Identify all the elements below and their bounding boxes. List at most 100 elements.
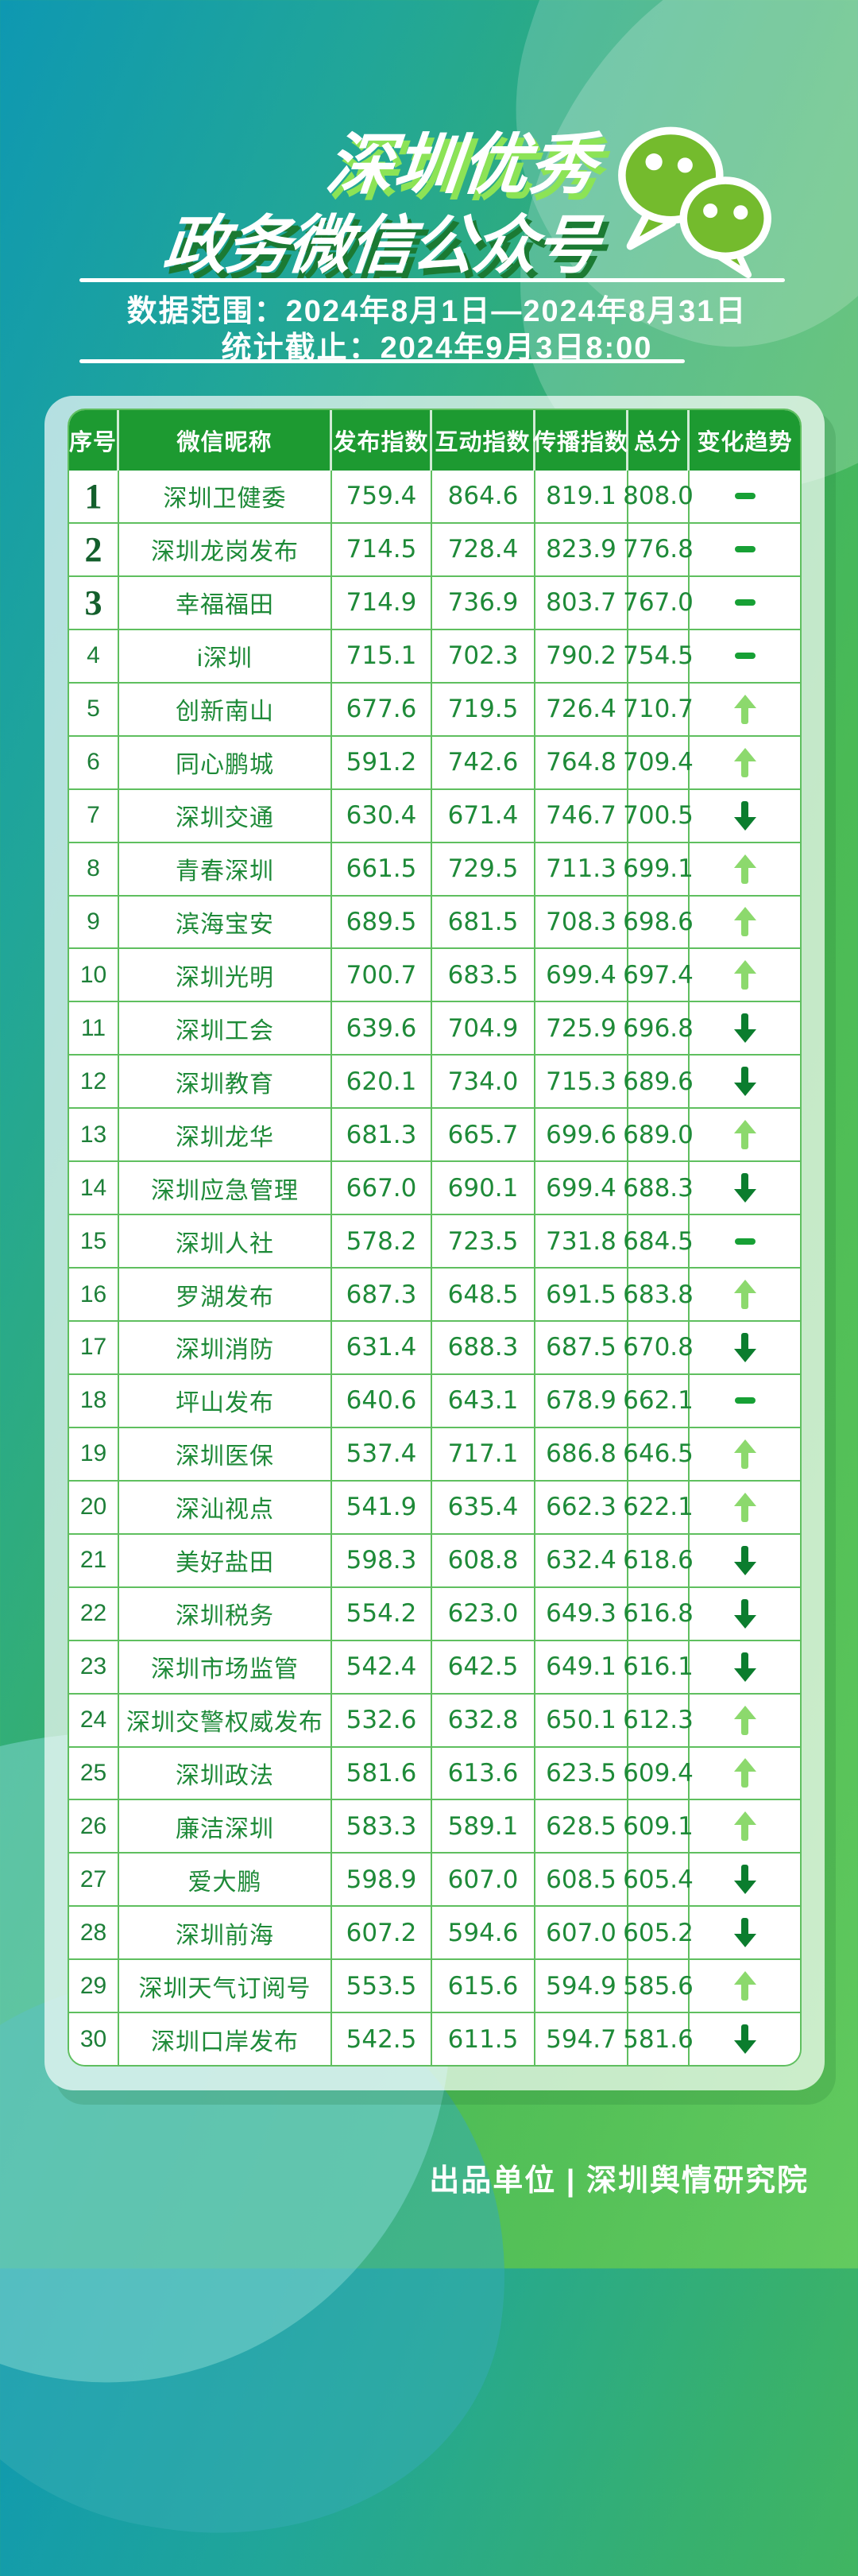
total-score-cell: 700.5 [623,789,694,842]
up-arrow-icon [733,1120,756,1150]
nickname-cell: 深圳税务 [119,1587,332,1640]
interact-index-cell: 632.8 [432,1694,535,1746]
spread-index-cell: 803.7 [535,576,628,629]
table-row: 27 爱大鹏 598.9 607.0 608.5 605.4 [69,1852,800,1906]
rank-cell: 26 [69,1800,119,1853]
dash-icon [734,1238,756,1245]
spread-index-cell: 708.3 [535,896,628,948]
nickname-cell: 深圳交通 [119,789,332,842]
rank-cell: 14 [69,1162,119,1214]
spread-index-cell: 687.5 [535,1322,628,1373]
column-header-trend: 变化趋势 [697,430,793,455]
total-score-cell: 605.2 [623,1907,694,1959]
publish-index-cell: 667.0 [332,1162,432,1214]
table-row: 4 i深圳 715.1 702.3 790.2 754.5 [69,628,800,682]
rank-cell: 19 [69,1427,119,1480]
total-score-cell: 585.6 [623,1960,694,2012]
spread-index-cell: 650.1 [535,1694,628,1746]
down-arrow-icon [733,2024,756,2055]
total-score-cell: 699.1 [623,843,694,895]
publish-index-cell: 714.9 [332,576,432,629]
producer-credit: 出品单位 | 深圳舆情研究院 [429,2164,809,2198]
total-score-cell: 605.4 [623,1854,694,1906]
nickname-cell: 幸福福田 [119,576,332,629]
interact-index-cell: 723.5 [432,1215,535,1268]
spread-index-cell: 628.5 [535,1800,628,1853]
column-header-publish: 发布指数 [332,410,432,471]
publish-index-cell: 581.6 [332,1747,432,1799]
nickname-cell: 深圳人社 [119,1215,332,1268]
trend-cell [690,1800,800,1852]
total-score-cell: 776.8 [623,523,694,575]
total-score-cell: 696.8 [623,1002,694,1055]
table-header-row: 序号 微信昵称 发布指数 互动指数 传播指数 总分 变化趋势 [69,410,800,471]
interact-index-cell: 864.6 [432,471,535,522]
trend-cell [690,1375,800,1427]
ranking-table: 序号 微信昵称 发布指数 互动指数 传播指数 总分 变化趋势 1 深圳卫健委 7… [68,409,802,2067]
interact-index-cell: 742.6 [432,736,535,788]
rank-cell: 4 [69,629,119,682]
interact-index-cell: 671.4 [432,789,535,842]
dash-icon [734,599,756,606]
total-score-cell: 689.6 [623,1056,694,1108]
trend-cell [690,471,800,522]
up-arrow-icon [733,1280,756,1310]
spread-index-cell: 699.6 [535,1109,628,1161]
interact-index-cell: 642.5 [432,1641,535,1693]
down-arrow-icon [733,800,756,831]
table-row: 10 深圳光明 700.7 683.5 699.4 697.4 [69,947,800,1001]
total-score-cell: 612.3 [623,1694,694,1746]
spread-index-cell: 649.3 [535,1587,628,1640]
wechat-bubbles-icon [618,126,771,278]
table-row: 19 深圳医保 537.4 717.1 686.8 646.5 [69,1426,800,1480]
rank-cell: 7 [69,789,119,842]
table-row: 2 深圳龙岗发布 714.5 728.4 823.9 776.8 [69,521,800,575]
publish-index-cell: 607.2 [332,1907,432,1959]
publish-index-cell: 715.1 [332,629,432,682]
interact-index-cell: 643.1 [432,1374,535,1427]
up-arrow-icon [733,694,756,724]
publish-index-cell: 598.3 [332,1534,432,1586]
table-row: 17 深圳消防 631.4 688.3 687.5 670.8 [69,1320,800,1373]
interact-index-cell: 690.1 [432,1162,535,1214]
trend-cell [690,1322,800,1373]
table-row: 26 廉洁深圳 583.3 589.1 628.5 609.1 [69,1799,800,1853]
trend-cell [690,1428,800,1480]
divider-line-top [79,278,785,282]
interact-index-cell: 704.9 [432,1002,535,1055]
rank-cell: 12 [69,1056,119,1108]
trend-cell [690,949,800,1001]
publish-index-cell: 639.6 [332,1002,432,1055]
rank-cell: 30 [69,2013,119,2065]
data-range-text: 数据范围：2024年8月1日—2024年8月31日 [126,295,748,328]
interact-index-cell: 717.1 [432,1427,535,1480]
total-score-cell: 698.6 [623,896,694,948]
spread-index-cell: 632.4 [535,1534,628,1586]
total-score-cell: 709.4 [623,736,694,788]
divider-line-bottom [79,359,685,363]
rank-cell: 9 [69,896,119,948]
page-title-line1: 深圳优秀 [323,127,601,202]
publish-index-cell: 620.1 [332,1056,432,1108]
nickname-cell: 坪山发布 [119,1374,332,1427]
trend-cell [690,1641,800,1693]
interact-index-cell: 688.3 [432,1322,535,1373]
up-arrow-icon [733,1971,756,2001]
nickname-cell: 廉洁深圳 [119,1800,332,1853]
publish-index-cell: 631.4 [332,1322,432,1373]
spread-index-cell: 823.9 [535,523,628,575]
trend-cell [690,1907,800,1958]
interact-index-cell: 736.9 [432,576,535,629]
total-score-cell: 754.5 [623,629,694,682]
interact-index-cell: 613.6 [432,1747,535,1799]
table-row: 9 滨海宝安 689.5 681.5 708.3 698.6 [69,894,800,948]
trend-cell [690,1162,800,1214]
total-score-cell: 697.4 [623,949,694,1001]
up-arrow-icon [733,1439,756,1469]
table-row: 13 深圳龙华 681.3 665.7 699.6 689.0 [69,1107,800,1161]
nickname-cell: 同心鹏城 [119,736,332,788]
spread-index-cell: 594.9 [535,1960,628,2012]
total-score-cell: 670.8 [623,1322,694,1373]
trend-cell [690,524,800,575]
nickname-cell: 深圳市场监管 [119,1641,332,1693]
